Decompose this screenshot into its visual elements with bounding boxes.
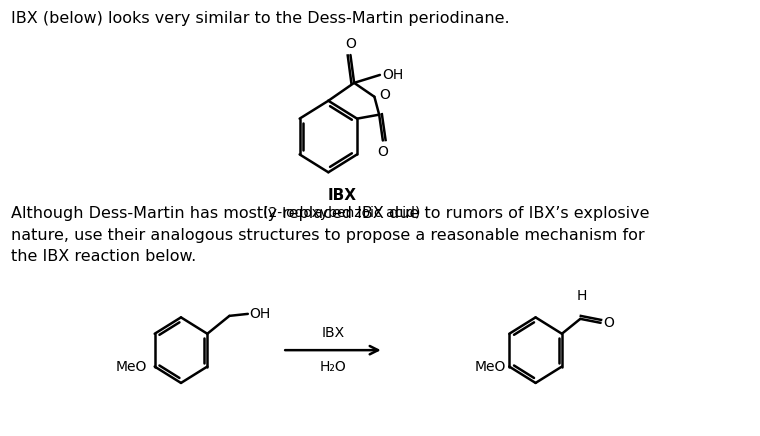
Text: IBX: IBX [321,326,344,340]
Text: H: H [577,289,587,303]
Text: OH: OH [383,68,404,82]
Text: H₂O: H₂O [319,360,347,374]
Text: O: O [345,37,356,51]
Text: OH: OH [250,307,271,321]
Text: MeO: MeO [474,360,505,374]
Text: O: O [378,146,388,160]
Text: IBX (below) looks very similar to the Dess-Martin periodinane.: IBX (below) looks very similar to the De… [11,11,509,26]
Text: IBX: IBX [328,188,356,203]
Text: MeO: MeO [116,360,147,374]
Text: O: O [603,316,614,330]
Text: (2-Iodoxybenzoic acid): (2-Iodoxybenzoic acid) [264,206,421,220]
Text: Although Dess-Martin has mostly replaced IBX due to rumors of IBX’s explosive
na: Although Dess-Martin has mostly replaced… [11,206,649,264]
Text: O: O [379,88,390,102]
